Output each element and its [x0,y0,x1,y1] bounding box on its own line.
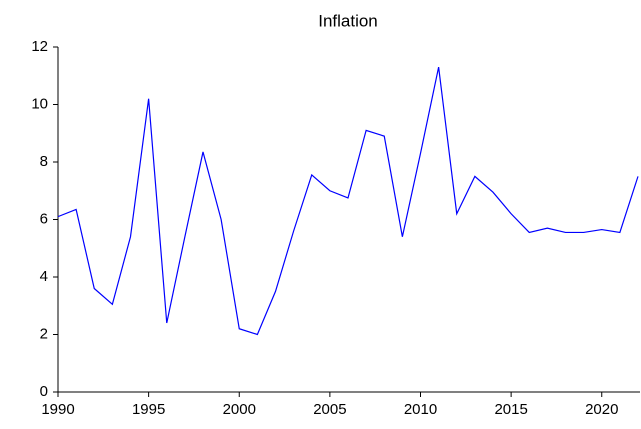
x-tick-label: 2015 [494,401,527,418]
x-tick-label: 1995 [132,401,165,418]
y-tick-label: 8 [40,153,48,170]
y-tick-label: 4 [40,268,48,285]
y-tick-label: 12 [31,38,48,55]
x-tick-label: 2020 [585,401,618,418]
y-tick-label: 10 [31,95,48,112]
y-tick-label: 6 [40,210,48,227]
x-tick-label: 2000 [223,401,256,418]
x-tick-label: 2010 [404,401,437,418]
series-line [57,67,639,336]
x-tick-label: 2005 [313,401,346,418]
y-tick-label: 2 [40,325,48,342]
x-tick-label: 1990 [41,401,74,418]
y-tick-label: 0 [40,383,48,400]
chart-title: Inflation [318,11,378,30]
